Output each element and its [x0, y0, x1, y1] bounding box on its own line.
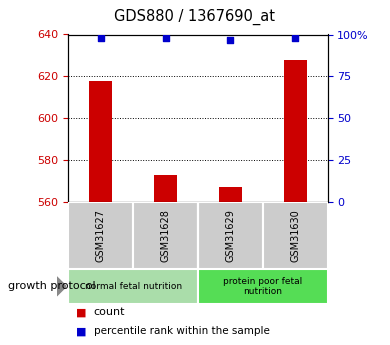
Bar [68, 202, 133, 269]
Text: GDS880 / 1367690_at: GDS880 / 1367690_at [115, 9, 275, 25]
Text: GSM31630: GSM31630 [290, 209, 300, 262]
Text: ■: ■ [76, 307, 87, 317]
Text: GSM31628: GSM31628 [161, 209, 170, 262]
Bar [154, 175, 177, 202]
Text: count: count [94, 307, 125, 317]
Bar [284, 60, 307, 202]
Polygon shape [57, 277, 66, 296]
Text: percentile rank within the sample: percentile rank within the sample [94, 326, 269, 336]
Bar [263, 202, 328, 269]
Bar [219, 187, 242, 202]
Text: growth protocol: growth protocol [8, 282, 96, 291]
Text: protein poor fetal
nutrition: protein poor fetal nutrition [223, 277, 302, 296]
Bar [89, 80, 112, 202]
Bar [133, 202, 198, 269]
Point [162, 35, 168, 41]
Text: ■: ■ [76, 326, 87, 336]
Point [292, 35, 298, 41]
Text: normal fetal nutrition: normal fetal nutrition [85, 282, 182, 291]
Point [227, 37, 234, 42]
Bar [68, 269, 198, 304]
Point [98, 35, 104, 41]
Text: GSM31627: GSM31627 [96, 209, 106, 262]
Bar [198, 269, 328, 304]
Bar [198, 202, 263, 269]
Text: GSM31629: GSM31629 [225, 209, 235, 262]
